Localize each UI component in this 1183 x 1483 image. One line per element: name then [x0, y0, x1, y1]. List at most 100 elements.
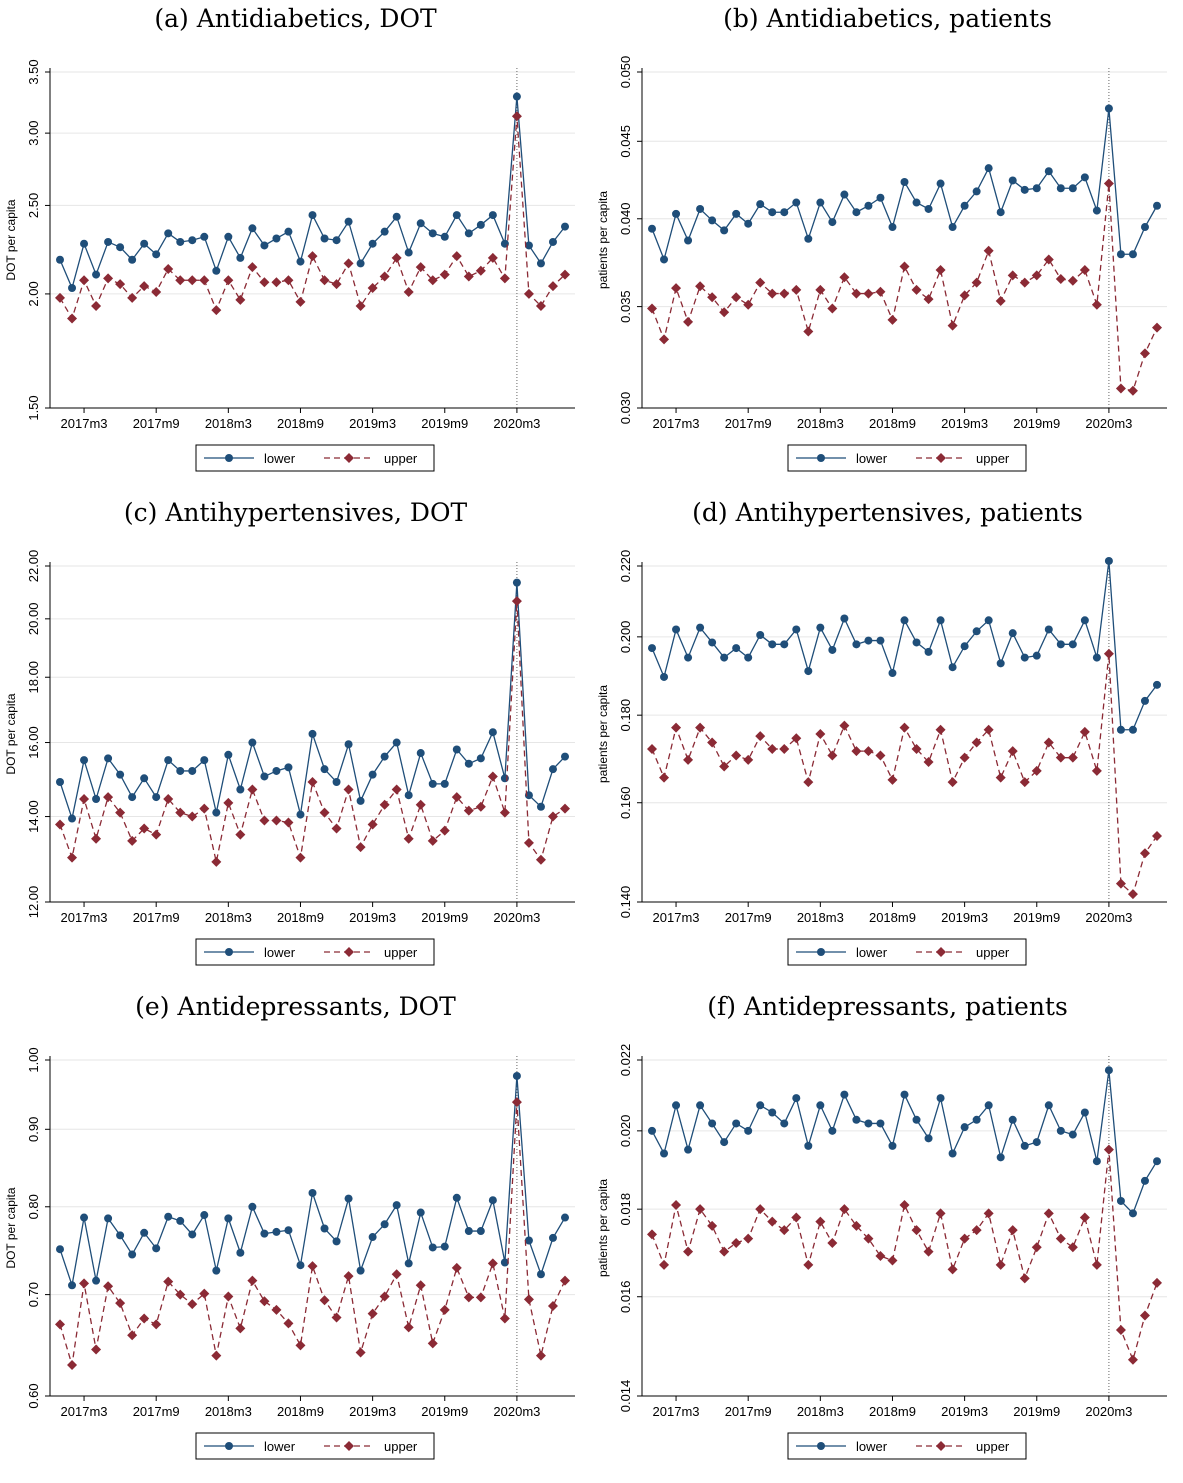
point-upper	[767, 743, 778, 754]
point-lower	[960, 201, 969, 210]
point-lower	[176, 1216, 185, 1225]
point-lower	[1032, 184, 1041, 193]
point-lower	[1080, 173, 1089, 182]
point-lower	[732, 644, 741, 653]
point-lower	[416, 749, 425, 758]
point-lower	[660, 1149, 669, 1158]
point-lower	[804, 234, 813, 243]
point-upper	[79, 1278, 90, 1289]
point-lower	[756, 1101, 765, 1110]
y-tick-label: 18.00	[26, 661, 41, 694]
point-upper	[307, 1261, 318, 1272]
point-upper	[199, 1288, 210, 1299]
point-lower	[68, 814, 77, 823]
point-upper	[719, 1246, 730, 1257]
point-upper	[923, 1246, 934, 1257]
point-lower	[188, 766, 197, 775]
point-lower	[428, 229, 437, 238]
x-tick-label: 2020m3	[1085, 416, 1132, 431]
point-lower	[344, 1194, 353, 1203]
point-lower	[948, 663, 957, 672]
point-lower	[852, 1115, 861, 1124]
point-upper	[319, 807, 330, 818]
point-upper	[163, 1276, 174, 1287]
point-upper	[331, 823, 342, 834]
point-upper	[767, 288, 778, 299]
y-tick-label: 0.040	[618, 203, 633, 236]
point-upper	[487, 771, 498, 782]
legend-marker	[344, 453, 354, 463]
point-upper	[1103, 1144, 1114, 1155]
y-tick-label: 2.00	[26, 281, 41, 306]
y-tick-label: 3.00	[26, 120, 41, 145]
y-tick-label: 0.020	[618, 1115, 633, 1148]
point-upper	[415, 799, 426, 810]
y-axis-title: patients per capita	[596, 191, 610, 289]
point-upper	[499, 1313, 510, 1324]
point-lower	[1044, 1101, 1053, 1110]
point-lower	[1068, 184, 1077, 193]
point-upper	[271, 1304, 282, 1315]
point-upper	[1139, 848, 1150, 859]
point-lower	[744, 1126, 753, 1135]
point-lower	[1104, 1066, 1113, 1075]
point-lower	[756, 200, 765, 209]
point-upper	[1115, 878, 1126, 889]
point-upper	[887, 1255, 898, 1266]
point-upper	[235, 829, 246, 840]
legend-label-lower: lower	[264, 451, 296, 466]
y-tick-label: 0.045	[618, 125, 633, 158]
point-upper	[67, 1359, 78, 1370]
point-lower	[536, 259, 545, 268]
point-upper	[475, 265, 486, 276]
point-lower	[732, 1119, 741, 1128]
point-upper	[560, 269, 570, 280]
point-lower	[1080, 1108, 1089, 1117]
point-upper	[235, 294, 246, 305]
y-tick-label: 0.014	[618, 1380, 633, 1413]
point-lower	[260, 1229, 269, 1238]
point-upper	[1031, 765, 1042, 776]
point-lower	[380, 752, 389, 761]
point-upper	[983, 245, 994, 256]
point-upper	[283, 1318, 294, 1329]
point-lower	[840, 1090, 849, 1099]
point-upper	[535, 1350, 546, 1361]
point-upper	[367, 819, 378, 830]
x-tick-label: 2018m9	[277, 416, 324, 431]
point-lower	[332, 1237, 341, 1246]
point-lower	[888, 223, 897, 232]
chart-antidepressants-patients: 0.014 0.016 0.018 0.020 0.022 patients per ca…	[596, 1044, 1167, 1460]
point-lower	[464, 1227, 473, 1236]
point-upper	[647, 303, 657, 314]
point-lower	[561, 1213, 569, 1222]
point-lower	[284, 1226, 293, 1235]
point-upper	[355, 300, 366, 311]
point-upper	[803, 326, 814, 337]
point-lower	[356, 796, 365, 805]
point-lower	[488, 211, 497, 220]
x-tick-label: 2019m9	[421, 416, 468, 431]
panel-antihypertensives-dot: (c) Antihypertensives, DOT 12.00 14.00 16.…	[0, 494, 591, 988]
point-upper	[295, 296, 306, 307]
series-line-lower	[651, 560, 1158, 731]
point-lower	[888, 669, 897, 678]
point-upper	[1043, 254, 1054, 265]
point-lower	[1128, 1209, 1137, 1218]
point-lower	[720, 653, 729, 662]
point-upper	[659, 334, 670, 345]
legend-marker	[936, 947, 946, 957]
x-tick-label: 2018m9	[277, 910, 324, 925]
point-upper	[439, 1304, 450, 1315]
point-upper	[511, 1097, 522, 1108]
point-lower	[852, 640, 861, 649]
point-upper	[899, 261, 910, 272]
point-lower	[296, 257, 305, 266]
y-tick-label: 0.70	[26, 1282, 41, 1307]
series-line-upper	[59, 1102, 566, 1366]
x-tick-label: 2017m9	[133, 910, 180, 925]
point-upper	[163, 263, 174, 274]
point-upper	[343, 784, 354, 795]
point-upper	[983, 1208, 994, 1219]
point-upper	[851, 746, 862, 757]
